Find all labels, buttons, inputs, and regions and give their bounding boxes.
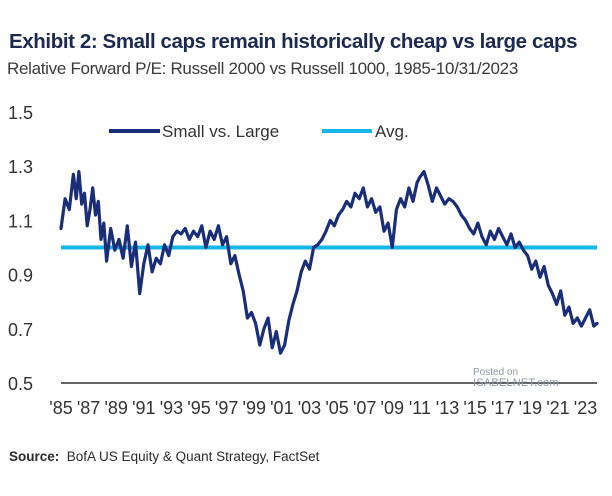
y-tick-label: 1.5 [8, 103, 33, 123]
y-tick-label: 0.7 [8, 320, 33, 340]
x-tick-label: '17 [491, 398, 514, 418]
x-tick-label: '95 [187, 398, 210, 418]
x-tick-label: '03 [298, 398, 321, 418]
x-tick-label: '93 [160, 398, 183, 418]
chart-subtitle: Relative Forward P/E: Russell 2000 vs Ru… [7, 59, 518, 78]
x-tick-label: '85 [49, 398, 72, 418]
y-tick-label: 1.1 [8, 211, 33, 231]
x-tick-label: '13 [436, 398, 459, 418]
y-tick-label: 0.5 [8, 374, 33, 394]
source-note: Source: BofA US Equity & Quant Strategy,… [9, 449, 319, 464]
x-tick-label: '87 [77, 398, 100, 418]
x-tick-label: '09 [381, 398, 404, 418]
legend-label-small-vs-large: Small vs. Large [162, 122, 279, 141]
source-text: BofA US Equity & Quant Strategy, FactSet [66, 449, 320, 464]
x-tick-label: '07 [353, 398, 376, 418]
x-tick-label: '99 [243, 398, 266, 418]
legend-label-average: Avg. [375, 122, 409, 141]
x-tick-label: '15 [463, 398, 486, 418]
x-tick-label: '97 [215, 398, 238, 418]
y-tick-label: 0.9 [8, 266, 33, 286]
series-line-small-vs-large [59, 170, 599, 355]
source-label: Source: [9, 449, 60, 464]
x-tick-label: '89 [104, 398, 127, 418]
x-tick-label: '11 [409, 398, 431, 418]
watermark: Posted on ISABELNET.com [473, 367, 559, 389]
x-tick-label: '19 [519, 398, 542, 418]
x-tick-label: '91 [132, 398, 155, 418]
x-tick-label: '23 [574, 398, 597, 418]
watermark-line-1: Posted on [473, 367, 519, 378]
x-tick-label: '05 [325, 398, 348, 418]
chart-title: Exhibit 2: Small caps remain historicall… [9, 30, 578, 53]
watermark-line-2: ISABELNET.com [473, 377, 559, 389]
x-tick-label: '21 [546, 398, 569, 418]
y-tick-label: 1.3 [8, 157, 33, 177]
x-tick-label: '01 [270, 398, 293, 418]
